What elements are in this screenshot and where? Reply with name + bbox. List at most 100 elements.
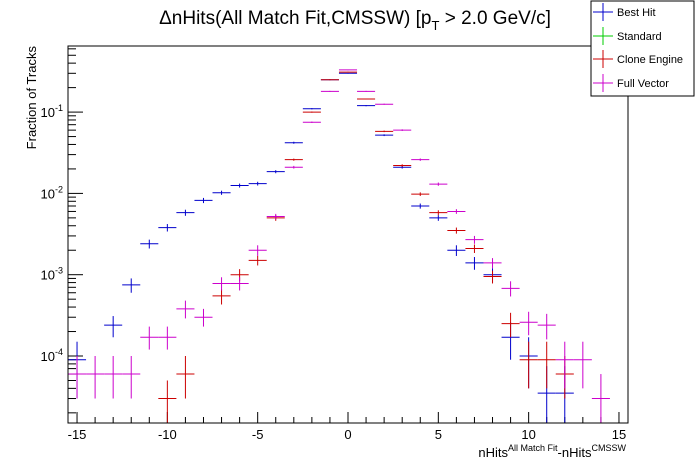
- data-point: [176, 209, 195, 216]
- data-point: [429, 215, 448, 221]
- data-point: [375, 130, 394, 133]
- data-point: [591, 374, 610, 423]
- data-point: [357, 105, 376, 107]
- data-point: [86, 356, 105, 399]
- axis-ticks: [68, 48, 620, 423]
- data-point: [519, 311, 538, 336]
- data-point: [230, 183, 249, 188]
- data-point: [212, 190, 231, 195]
- x-tick-labels: -15 -10 -5 0 5 10 15: [68, 427, 627, 442]
- data-point: [176, 300, 195, 319]
- data-point: [158, 380, 177, 423]
- plot-frame: [67, 45, 629, 424]
- legend: Best Hit Standard Clone Engine Full Vect…: [590, 0, 695, 97]
- data-point: [357, 90, 376, 92]
- legend-label-clone-engine: Clone Engine: [617, 54, 683, 66]
- data-point: [104, 316, 123, 338]
- data-point: [357, 98, 376, 100]
- data-point: [338, 71, 358, 73]
- data-point: [140, 326, 159, 350]
- data-point: [338, 72, 358, 74]
- data-point: [375, 103, 394, 105]
- data-point: [411, 203, 430, 209]
- data-point: [104, 356, 123, 399]
- data-point: [483, 270, 502, 284]
- data-point: [519, 341, 538, 389]
- x-axis-label: nHitsAll Match Fit-nHitsCMSSW: [478, 443, 626, 460]
- data-point: [248, 181, 267, 186]
- legend-label-best-hit: Best Hit: [617, 7, 656, 19]
- data-point: [212, 277, 231, 291]
- data-point: [483, 258, 502, 269]
- data-point: [158, 326, 177, 350]
- chart-title: ΔnHits(All Match Fit,CMSSW) [pT > 2.0 Ge…: [159, 8, 551, 33]
- data-point: [194, 308, 213, 327]
- data-point: [140, 239, 159, 249]
- data-point: [465, 235, 484, 244]
- data-point: [122, 356, 141, 399]
- data-point: [501, 312, 520, 338]
- data-point: [158, 224, 177, 232]
- data-point: [320, 79, 339, 81]
- data-marks: [68, 69, 610, 423]
- data-point: [537, 313, 556, 340]
- data-point: [429, 182, 448, 186]
- data-point: [302, 111, 321, 113]
- legend-entry-clone-engine: Clone Engine: [593, 50, 683, 68]
- y-tick-label: 10-1: [41, 103, 63, 120]
- x-tick-label: 0: [344, 427, 351, 442]
- data-point: [447, 245, 466, 256]
- data-point: [429, 210, 448, 216]
- data-point: [411, 192, 430, 196]
- data-point: [302, 121, 321, 123]
- data-point: [194, 197, 213, 204]
- data-point: [266, 170, 285, 174]
- data-point: [573, 341, 592, 389]
- data-point: [338, 69, 358, 71]
- data-point: [555, 341, 574, 389]
- data-point: [501, 281, 520, 297]
- legend-entry-standard: Standard: [593, 27, 662, 45]
- data-point: [447, 209, 466, 214]
- data-point: [411, 158, 430, 161]
- data-point: [230, 277, 249, 291]
- data-point: [284, 165, 303, 169]
- x-tick-label: 10: [521, 427, 535, 442]
- y-tick-labels: 10-4 10-3 10-2 10-1: [41, 103, 63, 364]
- data-point: [266, 213, 285, 220]
- data-point: [465, 257, 484, 270]
- data-point: [248, 255, 267, 266]
- legend-entry-best-hit: Best Hit: [593, 3, 656, 21]
- data-point: [284, 158, 303, 161]
- data-point: [465, 244, 484, 253]
- x-tick-label: -15: [68, 427, 87, 442]
- legend-label-standard: Standard: [617, 31, 662, 43]
- y-axis-label: Fraction of Tracks: [24, 46, 39, 150]
- legend-box: [590, 0, 695, 97]
- legend-label-full-vector: Full Vector: [617, 78, 669, 90]
- x-tick-label: -5: [252, 427, 264, 442]
- data-point: [393, 129, 412, 131]
- data-point: [68, 356, 87, 399]
- y-tick-label: 10-3: [41, 266, 63, 283]
- data-point: [393, 164, 412, 167]
- data-point: [122, 278, 141, 293]
- legend-entry-full-vector: Full Vector: [593, 74, 669, 92]
- data-point: [375, 134, 394, 137]
- data-point: [447, 227, 466, 234]
- x-tick-label: 5: [435, 427, 442, 442]
- y-tick-label: 10-4: [41, 347, 63, 364]
- x-tick-label: 15: [612, 427, 626, 442]
- data-point: [212, 288, 231, 305]
- data-point: [284, 141, 303, 144]
- x-tick-label: -10: [158, 427, 177, 442]
- data-point: [302, 108, 321, 110]
- y-tick-label: 10-2: [41, 184, 63, 201]
- data-point: [537, 341, 556, 389]
- data-point: [248, 245, 267, 256]
- data-point: [320, 90, 339, 92]
- data-point: [176, 356, 195, 399]
- series-full-vector: [68, 69, 610, 423]
